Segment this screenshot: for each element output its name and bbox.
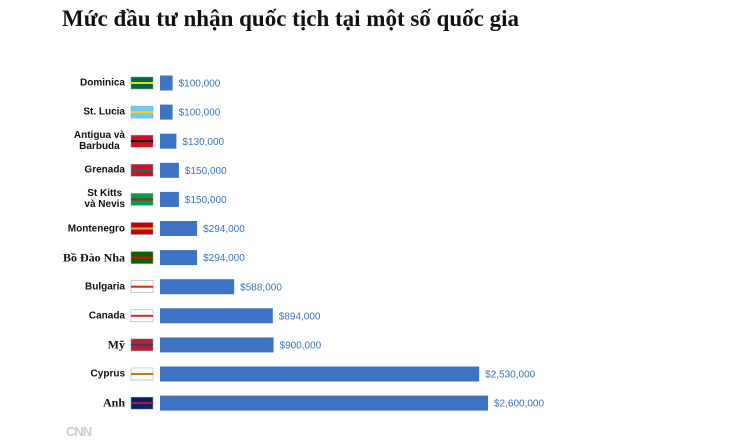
value-label: $2,600,000 [494, 399, 544, 410]
bar [160, 337, 274, 353]
chart-title: Mức đầu tư nhận quốc tịch tại một số quố… [62, 6, 519, 31]
flag-detail [131, 256, 153, 259]
watermark: CNN [66, 424, 92, 439]
value-label: $100,000 [179, 79, 221, 90]
flag-detail [131, 314, 153, 317]
category-label: Grenada [84, 164, 125, 176]
bar [160, 250, 198, 266]
flag-detail [131, 227, 153, 230]
bar [160, 162, 179, 178]
category-label: Cyprus [90, 368, 125, 380]
flag-detail [131, 402, 153, 405]
category-label: Antigua và Barbuda [73, 130, 125, 153]
bar [160, 75, 173, 91]
category-label: Mỹ [107, 337, 125, 352]
flag-detail [131, 198, 153, 201]
bar [160, 221, 198, 236]
bar [160, 191, 179, 207]
value-label: $894,000 [279, 311, 321, 322]
bar [160, 395, 488, 411]
flag-detail [131, 373, 153, 375]
value-label: $130,000 [182, 137, 224, 148]
category-label: Bulgaria [84, 281, 125, 293]
category-label: Montenegro [67, 223, 125, 234]
bar [160, 366, 480, 382]
flag-detail [131, 343, 153, 346]
category-label: St. Lucia [83, 106, 125, 118]
flag-detail [131, 169, 153, 172]
bar [160, 104, 173, 120]
flag-detail [131, 140, 153, 143]
value-label: $150,000 [185, 195, 227, 206]
bar [160, 308, 273, 324]
category-label: Dominica [79, 77, 125, 89]
value-label: $294,000 [203, 253, 245, 264]
category-label: Bồ Đào Nha [62, 250, 125, 265]
value-label: $900,000 [280, 341, 322, 352]
flag-detail [131, 111, 153, 114]
flag-detail [131, 285, 153, 288]
category-label: Anh [102, 395, 125, 410]
value-label: $100,000 [179, 108, 221, 119]
bar [160, 133, 177, 149]
value-label: $150,000 [185, 166, 227, 177]
value-label: $588,000 [240, 282, 282, 293]
value-label: $294,000 [203, 224, 245, 235]
bar [160, 279, 235, 295]
value-label: $2,530,000 [485, 370, 535, 381]
category-label: St Kitts và Nevis [84, 188, 125, 211]
category-label: Canada [88, 310, 125, 322]
flag-detail [131, 82, 153, 84]
